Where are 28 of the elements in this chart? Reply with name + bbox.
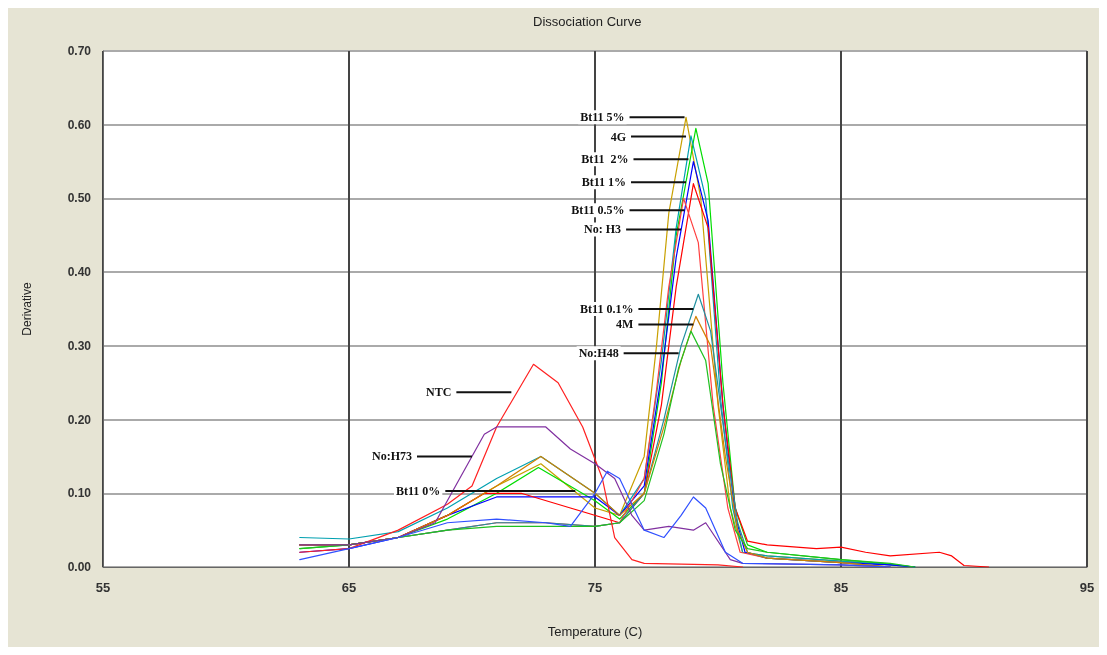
annotation: 4G xyxy=(610,129,627,144)
chart-title: Dissociation Curve xyxy=(533,14,642,29)
annotation: No:H48 xyxy=(578,346,619,361)
x-tick-label: 95 xyxy=(1079,580,1095,595)
annotation: No: H3 xyxy=(584,222,622,237)
annotation: Bt11 0% xyxy=(395,484,441,499)
annotation: 4M xyxy=(616,317,634,332)
x-tick-label: 75 xyxy=(587,580,603,595)
y-tick-label: 0.20 xyxy=(67,412,92,427)
x-tick-label: 65 xyxy=(341,580,357,595)
y-axis-title: Derivative xyxy=(20,282,34,336)
y-tick-label: 0.60 xyxy=(67,117,92,132)
y-tick-label: 0.10 xyxy=(67,486,92,501)
x-tick-label: 55 xyxy=(95,580,111,595)
y-tick-label: 0.50 xyxy=(67,191,92,206)
annotation: Bt11 1% xyxy=(581,175,627,190)
y-tick-label: 0.40 xyxy=(67,265,92,280)
annotation: Bt11 0.5% xyxy=(571,203,625,218)
annotation: Bt11 5% xyxy=(580,110,625,125)
annotation: NTC xyxy=(426,385,452,400)
annotation: No:H73 xyxy=(372,449,412,464)
y-tick-label: 0.00 xyxy=(67,560,92,574)
annotation: Bt11 2% xyxy=(581,152,629,167)
x-axis-title: Temperature (C) xyxy=(547,624,643,639)
annotation: Bt11 0.1% xyxy=(580,302,634,316)
y-tick-label: 0.30 xyxy=(67,338,92,353)
y-tick-label: 0.70 xyxy=(67,44,92,58)
x-tick-label: 85 xyxy=(833,580,849,595)
